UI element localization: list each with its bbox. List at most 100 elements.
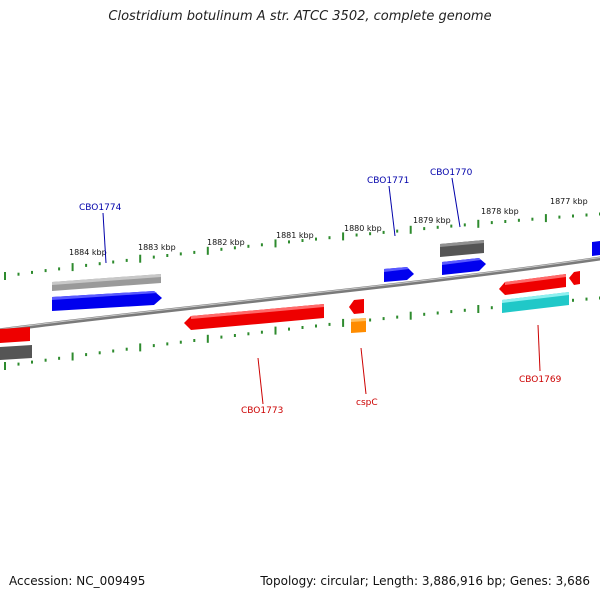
lower-tick xyxy=(260,330,263,334)
upper-tick xyxy=(477,219,480,228)
leader-line-cbo1770 xyxy=(451,177,461,228)
ruler-label: 1882 kbp xyxy=(207,238,245,247)
upper-tick xyxy=(152,255,155,259)
upper-tick xyxy=(166,254,169,257)
lower-tick xyxy=(450,310,453,314)
forward-features xyxy=(52,240,600,311)
gene-cbo1773[interactable] xyxy=(184,304,324,330)
leader-line-cbo1769 xyxy=(537,324,541,372)
upper-tick xyxy=(233,246,236,250)
lower-tick xyxy=(490,306,493,310)
feature-red-small[interactable] xyxy=(569,271,580,285)
upper-tick xyxy=(98,262,101,266)
gene-label-cbo1773[interactable]: CBO1773 xyxy=(241,406,283,416)
lower-tick xyxy=(85,353,88,357)
lower-tick xyxy=(382,317,385,321)
upper-tick xyxy=(517,218,520,222)
ruler-label: 1884 kbp xyxy=(69,248,107,257)
upper-tick xyxy=(44,269,47,273)
lower-tick xyxy=(193,339,196,342)
upper-tick xyxy=(193,250,196,254)
feature-cyan-shine xyxy=(502,292,569,303)
gene-label-cbo1774[interactable]: CBO1774 xyxy=(79,203,122,213)
upper-tick xyxy=(58,267,61,271)
leader-line-cspc xyxy=(360,347,367,395)
gene-cspc[interactable] xyxy=(349,299,364,314)
leader-line-cbo1773 xyxy=(257,357,264,405)
lower-tick xyxy=(206,334,209,343)
lower-tick xyxy=(4,362,6,370)
feature-blue-edge[interactable] xyxy=(592,241,600,256)
upper-tick xyxy=(423,227,426,231)
gene-label-cspc[interactable]: cspC xyxy=(356,398,378,408)
gene-label-cbo1771[interactable]: CBO1771 xyxy=(367,176,409,186)
gene-label-cbo1769[interactable]: CBO1769 xyxy=(519,375,562,385)
upper-tick xyxy=(71,263,74,272)
lower-tick xyxy=(585,297,588,301)
upper-tick xyxy=(125,258,128,262)
upper-tick xyxy=(4,272,6,280)
feature-dark-left-edge[interactable] xyxy=(0,345,32,360)
upper-tick xyxy=(206,246,209,255)
lower-tick xyxy=(477,305,480,313)
topology-summary: Topology: circular; Length: 3,886,916 bp… xyxy=(260,574,590,588)
upper-tick xyxy=(315,237,317,241)
upper-tick xyxy=(85,263,88,267)
upper-tick xyxy=(17,272,20,276)
lower-tick xyxy=(301,326,304,329)
gene-label-cbo1770[interactable]: CBO1770 xyxy=(430,168,473,178)
lower-tick xyxy=(233,334,236,337)
lower-tick xyxy=(436,311,439,315)
ruler-label: 1879 kbp xyxy=(413,216,451,225)
genome-backbone xyxy=(0,256,600,333)
feature-red-left-edge[interactable] xyxy=(0,327,30,343)
lower-tick xyxy=(274,326,277,335)
upper-tick xyxy=(179,252,182,256)
label-leader-lines xyxy=(102,177,541,405)
ruler-labels: 1884 kbp 1883 kbp 1882 kbp 1881 kbp 1880… xyxy=(69,197,588,257)
upper-tick xyxy=(585,213,588,217)
upper-tick xyxy=(342,232,345,241)
upper-tick xyxy=(382,230,385,234)
lower-tick xyxy=(152,344,155,348)
lower-tick xyxy=(179,340,182,344)
genome-backbone-highlight xyxy=(0,256,600,330)
upper-tick xyxy=(112,260,115,264)
upper-tick xyxy=(288,240,290,244)
lower-tick xyxy=(328,322,331,326)
upper-tick xyxy=(31,270,33,274)
lower-tick xyxy=(44,358,47,362)
upper-tick xyxy=(409,225,412,234)
upper-tick xyxy=(450,224,453,228)
ruler-label: 1881 kbp xyxy=(276,231,314,240)
upper-tick xyxy=(544,214,547,223)
lower-tick xyxy=(125,347,128,351)
leader-line-cbo1771 xyxy=(388,185,396,237)
lower-tick xyxy=(423,312,426,316)
upper-tick xyxy=(301,239,304,242)
ruler-label: 1883 kbp xyxy=(138,243,176,252)
reverse-features xyxy=(0,271,580,360)
feature-cyan[interactable] xyxy=(502,292,569,313)
leader-line-cbo1774 xyxy=(102,212,107,264)
lower-tick xyxy=(58,356,61,360)
lower-tick xyxy=(112,349,115,353)
gene-cbo1771-shine xyxy=(384,267,409,272)
gene-cbo1774-shine xyxy=(52,291,157,300)
upper-tick xyxy=(220,247,223,251)
ruler-label: 1880 kbp xyxy=(344,224,382,233)
gene-cbo1769[interactable] xyxy=(499,274,566,295)
upper-tick xyxy=(572,214,574,218)
lower-tick xyxy=(247,332,250,336)
lower-tick xyxy=(31,360,33,364)
upper-tick xyxy=(436,225,439,229)
upper-tick xyxy=(369,232,372,236)
upper-tick xyxy=(504,220,507,223)
upper-tick xyxy=(247,244,250,248)
lower-tick xyxy=(409,311,412,320)
lower-tick xyxy=(71,352,74,361)
accession-text: Accession: NC_009495 xyxy=(9,574,146,588)
upper-tick xyxy=(490,221,493,225)
feature-gray-upper-shine xyxy=(52,274,161,285)
